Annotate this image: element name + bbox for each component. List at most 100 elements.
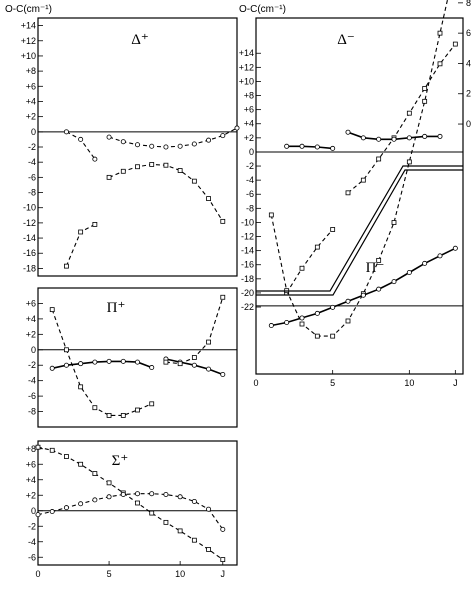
x-tick-label-4-1: 5 (107, 569, 112, 579)
series-4-1 (37, 493, 224, 530)
panel-label-4: Σ⁺ (112, 453, 129, 469)
y-tick-label-3-2: +2 (26, 329, 36, 339)
point-1-0-1 (360, 177, 366, 183)
point-4-0-7 (135, 500, 140, 506)
point-2-0-11 (437, 30, 443, 36)
point-3-1-2 (78, 361, 84, 367)
y-tick-label-3-4: -2 (28, 360, 36, 370)
point-0-2-3 (149, 143, 155, 149)
y-tick-label-0-14: -14 (23, 233, 36, 243)
y-tick-label-0-9: -4 (28, 157, 36, 167)
series-2-1 (271, 247, 456, 327)
point-0-3-6 (191, 178, 197, 184)
y-tick-label-1-16: -18 (241, 274, 254, 284)
point-3-0-3 (92, 405, 98, 411)
point-3-0-0 (49, 307, 55, 313)
point-1-2-1 (360, 135, 366, 141)
point-1-1-1 (299, 143, 305, 149)
point-2-0-0 (268, 212, 274, 218)
y-tick-label-0-6: +2 (26, 112, 36, 122)
point-4-1-5 (106, 494, 112, 500)
point-4-0-9 (163, 519, 169, 525)
point-1-2-0 (345, 129, 351, 135)
axis-title-1: O-C(cm⁻¹) (239, 4, 286, 15)
y-tick-label-3-3: 0 (31, 345, 36, 355)
point-0-3-3 (149, 162, 155, 167)
point-2-1-11 (437, 253, 443, 259)
point-2-1-5 (345, 298, 351, 304)
point-2-1-3 (314, 310, 320, 316)
point-0-3-8 (220, 218, 226, 224)
point-4-1-1 (49, 509, 55, 515)
point-2-1-4 (330, 304, 336, 310)
y-tick-label-1-11: -8 (246, 203, 254, 213)
point-0-2-4 (163, 144, 169, 150)
y-tick-label-1-7: 0 (249, 147, 254, 157)
point-0-0-1 (78, 136, 84, 142)
y-tick-label-0-2: +10 (21, 51, 36, 61)
point-0-2-6 (191, 141, 197, 147)
point-2-1-12 (452, 245, 458, 251)
point-0-0-0 (63, 129, 69, 135)
point-3-2-2 (191, 362, 197, 368)
point-2-1-2 (299, 315, 305, 321)
y-tick-label-3-7: -8 (28, 407, 36, 417)
y-tick-label-0-13: -12 (23, 218, 36, 228)
point-4-1-2 (63, 505, 69, 511)
point-4-0-0 (35, 444, 41, 450)
point-2-0-5 (345, 318, 351, 324)
y-tick-label-4-0: +8 (26, 444, 36, 454)
point-0-3-1 (120, 168, 126, 174)
y-tick-label-4-4: 0 (31, 506, 36, 516)
point-4-1-0 (35, 512, 41, 518)
point-4-1-3 (78, 501, 84, 507)
point-1-1-0 (284, 143, 290, 149)
point-1-3-1 (299, 265, 305, 271)
y-tick-label-0-8: -2 (28, 142, 36, 152)
point-1-2-5 (422, 133, 428, 139)
point-0-2-1 (120, 139, 126, 145)
series-0-0 (66, 131, 96, 160)
point-3-0-2 (78, 384, 84, 390)
point-1-0-4 (406, 110, 412, 116)
y-tick-label-0-4: +6 (26, 81, 36, 91)
y-tick-label-0-12: -10 (23, 203, 36, 213)
y-tick-label-0-0: +14 (21, 21, 36, 31)
series-1-0 (347, 43, 456, 194)
point-0-3-4 (163, 162, 169, 168)
series-3-3 (165, 297, 224, 365)
point-4-0-5 (106, 480, 112, 486)
x-tick-label-1-0: 0 (253, 378, 258, 388)
point-0-3-0 (106, 174, 112, 180)
y-tick-label-0-3: +8 (26, 66, 36, 76)
point-1-0-2 (376, 156, 382, 162)
series-1-1 (286, 145, 333, 150)
pi-minus-right-tick-label-2: 4 (466, 58, 471, 68)
point-3-0-5 (120, 413, 126, 418)
panel-sigma-plus (37, 440, 238, 566)
y-tick-label-1-18: -22 (241, 302, 254, 312)
series-1-3 (286, 229, 334, 294)
point-1-2-6 (437, 133, 443, 139)
pi-minus-right-tick-label-1: 6 (466, 28, 471, 38)
point-2-1-6 (360, 292, 366, 298)
y-tick-label-1-17: -20 (241, 288, 254, 298)
y-tick-label-3-1: +4 (26, 314, 36, 324)
panel-label-1: Δ⁻ (337, 32, 355, 48)
y-tick-label-4-2: +4 (26, 475, 36, 485)
point-3-1-5 (120, 358, 126, 364)
point-3-1-4 (106, 358, 112, 364)
panel-label-0: Δ⁺ (131, 32, 149, 48)
point-4-1-9 (163, 491, 169, 497)
y-tick-label-0-11: -8 (28, 188, 36, 198)
point-1-1-2 (314, 144, 320, 150)
point-2-1-8 (391, 279, 397, 285)
point-4-1-13 (220, 526, 226, 532)
y-tick-label-0-5: +4 (26, 96, 36, 106)
offset-boundary-line-upper (256, 165, 463, 292)
point-4-1-6 (120, 491, 126, 497)
point-4-0-3 (78, 461, 84, 467)
point-1-3-3 (330, 227, 336, 232)
point-3-2-3 (206, 366, 212, 372)
point-3-3-4 (220, 294, 226, 300)
